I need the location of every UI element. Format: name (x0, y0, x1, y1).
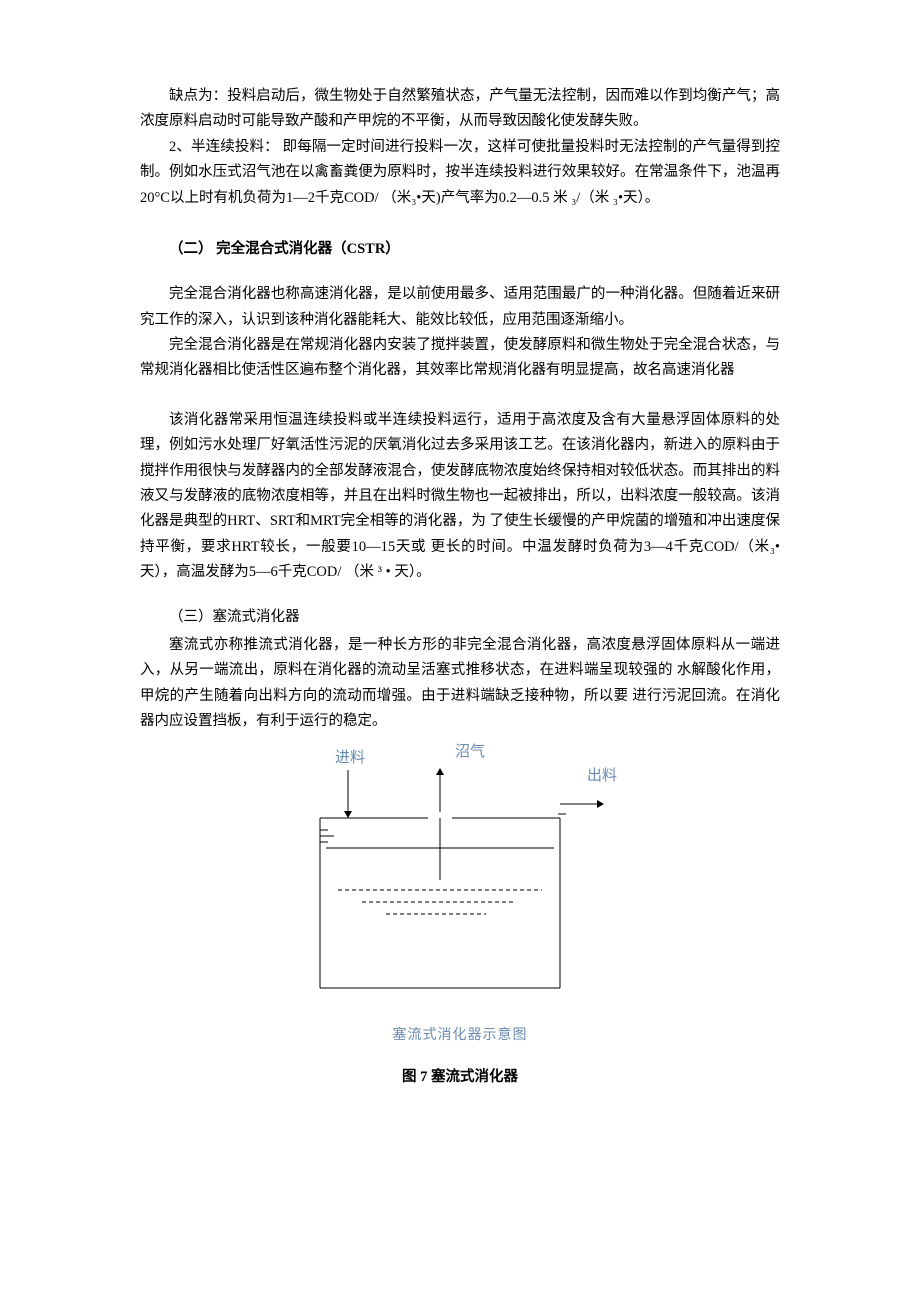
para-cstr-2: 完全混合消化器是在常规消化器内安装了搅拌装置，使发酵原料和微生物处于完全混合状态… (140, 333, 780, 384)
diagram-inner-caption: 塞流式消化器示意图 (140, 1024, 780, 1049)
svg-text:进料: 进料 (335, 749, 365, 766)
heading-plugflow: （三）塞流式消化器 (140, 605, 780, 630)
svg-text:出料: 出料 (587, 767, 617, 784)
heading-cstr: （二） 完全混合式消化器（CSTR） (140, 237, 780, 262)
para-disadvantage: 缺点为：投料启动后，微生物处于自然繁殖状态，产气量无法控制，因而难以作到均衡产气… (140, 84, 780, 135)
para-cstr-1: 完全混合消化器也称高速消化器，是以前使用最多、适用范围最广的一种消化器。但随着近… (140, 282, 780, 333)
para-cstr-3: 该消化器常采用恒温连续投料或半连续投料运行，适用于高浓度及含有大量悬浮固体原料的… (140, 408, 780, 586)
figure-caption: 图 7 塞流式消化器 (140, 1065, 780, 1090)
para-semi-continuous: 2、半连续投料： 即每隔一定时间进行投料一次，这样可使批量投料时无法控制的产气量… (140, 135, 780, 211)
svg-text:沼气: 沼气 (455, 743, 485, 760)
plugflow-diagram: 进料 沼气出料 (140, 740, 780, 1020)
para-plugflow-1: 塞流式亦称推流式消化器，是一种长方形的非完全混合消化器，高浓度悬浮固体原料从一端… (140, 633, 780, 735)
